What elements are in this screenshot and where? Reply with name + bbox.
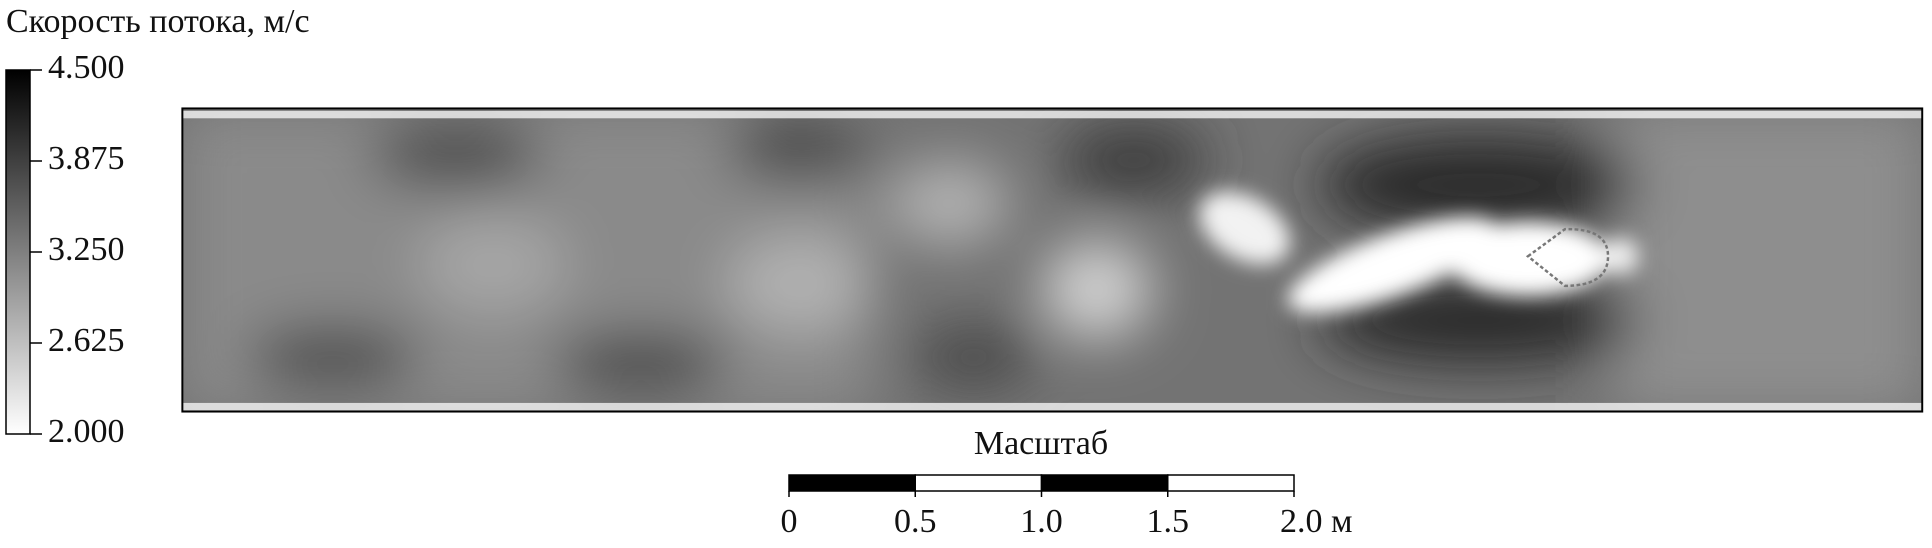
scale-tick-label: 0.5 <box>894 503 937 540</box>
colorbar <box>5 69 31 435</box>
colorbar-tick-label: 3.250 <box>48 231 125 268</box>
velocity-field <box>181 107 1924 413</box>
colorbar-tick-label: 3.875 <box>48 140 125 177</box>
scale-tick-label: 0 <box>781 503 798 540</box>
colorbar-tick-label: 2.000 <box>48 413 125 450</box>
scale-segment <box>914 474 1043 492</box>
colorbar-title: Скорость потока, м/с <box>6 3 310 40</box>
scale-segment <box>788 474 916 492</box>
scale-tick-label: 2.0 м <box>1280 503 1353 540</box>
colorbar-tick-label: 4.500 <box>48 49 125 86</box>
scale-tick-label: 1.0 <box>1020 503 1063 540</box>
scale-title: Масштаб <box>974 425 1108 462</box>
scale-tick-label: 1.5 <box>1147 503 1190 540</box>
scale-segment <box>1040 474 1169 492</box>
scale-segment <box>1167 474 1295 492</box>
colorbar-tick-label: 2.625 <box>48 322 125 359</box>
